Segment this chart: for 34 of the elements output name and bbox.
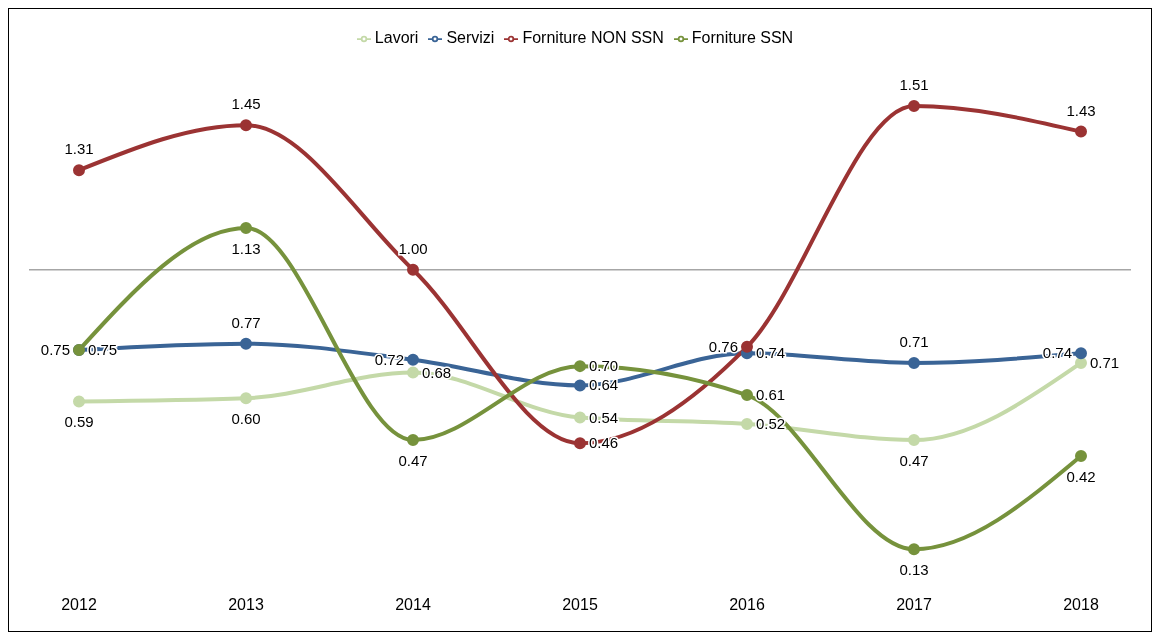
data-label: 1.45 (231, 95, 261, 113)
legend-label: Forniture SSN (691, 29, 794, 46)
data-label: 1.51 (899, 75, 929, 93)
data-label: 0.60 (231, 410, 261, 428)
data-label: 0.59 (64, 413, 94, 431)
x-tick-label: 2017 (896, 596, 932, 614)
data-label: 1.43 (1066, 101, 1096, 119)
legend-label: Lavori (374, 29, 419, 46)
data-label: 0.75 (40, 341, 70, 359)
x-tick-label: 2012 (61, 596, 97, 614)
data-label: 0.76 (708, 337, 738, 355)
x-tick-label: 2015 (562, 596, 598, 614)
data-label: 0.47 (899, 452, 929, 470)
data-label: 0.68 (422, 363, 452, 381)
data-label: 0.47 (398, 452, 428, 470)
data-label: 0.54 (589, 408, 619, 426)
legend-label: Servizi (446, 29, 495, 46)
legend-label: Forniture NON SSN (522, 29, 664, 46)
data-label: 0.52 (756, 414, 786, 432)
data-label: 1.13 (231, 239, 261, 257)
data-label: 0.71 (899, 332, 929, 350)
x-tick-label: 2018 (1063, 596, 1099, 614)
x-tick-label: 2014 (395, 596, 431, 614)
x-tick-label: 2013 (228, 596, 264, 614)
data-label: 1.31 (64, 140, 94, 158)
data-label: 1.00 (398, 239, 428, 257)
data-label: 0.13 (899, 561, 929, 579)
x-tick-label: 2016 (729, 596, 765, 614)
data-label: 0.70 (589, 357, 619, 375)
data-label: 0.61 (756, 386, 786, 404)
data-label: 0.71 (1090, 353, 1120, 371)
data-label: 0.75 (88, 341, 118, 359)
data-label: 0.77 (231, 313, 261, 331)
data-label: 0.42 (1066, 468, 1096, 486)
